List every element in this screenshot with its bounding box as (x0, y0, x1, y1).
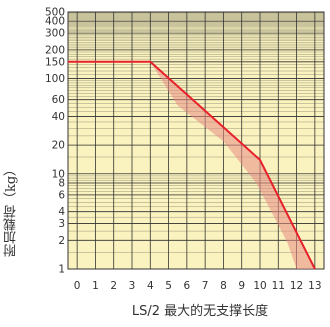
y-tick-label: 3 (58, 218, 65, 230)
y-tick-label: 150 (45, 56, 65, 68)
x-axis-title: LS/2 最大的无支撑长度 (80, 300, 320, 319)
y-tick-label: 6 (58, 189, 65, 201)
y-tick-label: 1 (58, 264, 65, 276)
y-tick-labels: 12346810204060100150200300400500 (45, 7, 65, 276)
y-tick-label: 40 (52, 111, 65, 123)
y-tick-label: 4 (58, 206, 65, 218)
y-tick-label: 20 (52, 140, 65, 152)
x-tick-labels: 012345678910111213 (74, 280, 322, 292)
x-tick-label: 2 (110, 280, 117, 292)
x-tick-label: 7 (202, 280, 209, 292)
x-tick-label: 4 (147, 280, 154, 292)
x-tick-label: 1 (92, 280, 99, 292)
y-tick-label: 2 (58, 235, 65, 247)
y-tick-label: 300 (45, 28, 65, 40)
x-tick-label: 13 (308, 280, 321, 292)
x-tick-label: 0 (74, 280, 81, 292)
y-tick-label: 100 (45, 73, 65, 85)
x-tick-label: 5 (165, 280, 172, 292)
y-tick-label: 500 (45, 7, 65, 19)
x-tick-label: 8 (220, 280, 227, 292)
x-tick-label: 6 (184, 280, 191, 292)
x-tick-label: 9 (238, 280, 245, 292)
y-axis-title: 附加载荷（kg） (1, 150, 23, 270)
y-tick-label: 10 (52, 168, 65, 180)
y-tick-label: 200 (45, 44, 65, 56)
x-tick-label: 10 (253, 280, 266, 292)
x-tick-label: 3 (129, 280, 136, 292)
x-tick-label: 12 (290, 280, 303, 292)
y-tick-label: 60 (52, 94, 65, 106)
x-tick-label: 11 (272, 280, 285, 292)
